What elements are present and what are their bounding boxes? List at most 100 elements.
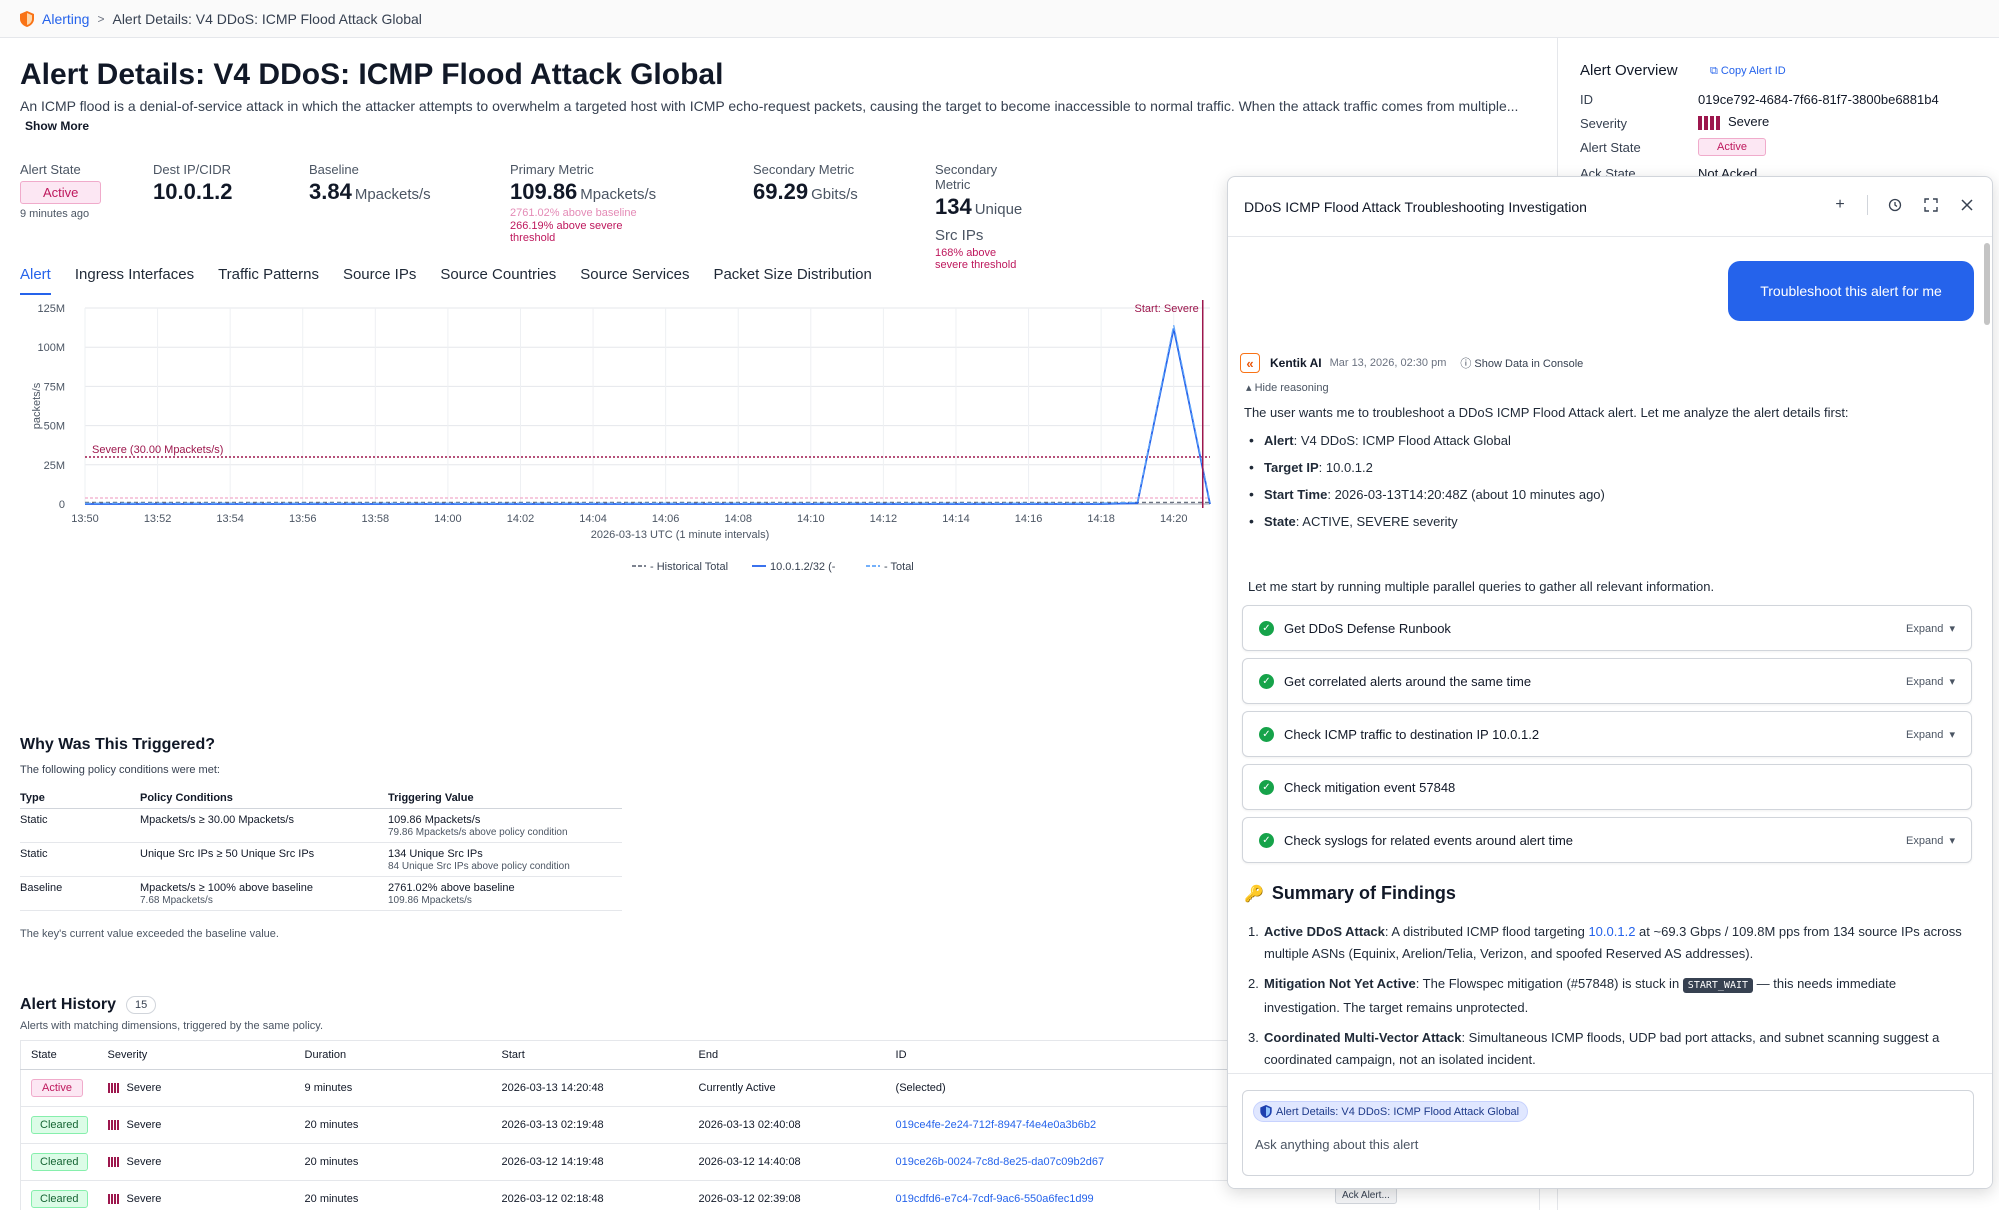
findings-list: 1. Active DDoS Attack: A distributed ICMP… — [1244, 921, 1974, 1073]
start-marker-label: Start: Severe — [1135, 303, 1199, 315]
reasoning-intro: The user wants me to troubleshoot a DDoS… — [1244, 405, 1849, 420]
column-header: Start — [491, 1040, 689, 1070]
severity-cell: Severe — [97, 1143, 295, 1181]
reasoning-outro: Let me start by running multiple paralle… — [1248, 579, 1715, 594]
table-row: Static Unique Src IPs ≥ 50 Unique Src IP… — [20, 842, 622, 877]
severity-cell: Severe — [97, 1106, 295, 1144]
expand-icon[interactable] — [1922, 196, 1940, 214]
tool-step[interactable]: ✓ Check ICMP traffic to destination IP 1… — [1242, 711, 1972, 757]
x-tick-label: 13:58 — [362, 513, 390, 525]
tab-source-ips[interactable]: Source IPs — [342, 266, 417, 283]
chevron-down-icon: ▾ — [1943, 622, 1955, 635]
table-header-row: Type Policy Conditions Triggering Value — [20, 788, 622, 809]
context-chip[interactable]: Alert Details: V4 DDoS: ICMP Flood Attac… — [1253, 1101, 1529, 1122]
table-row[interactable]: Cleared Severe 20 minutes 2026-03-12 14:… — [20, 1143, 1540, 1181]
status-badge: Cleared — [31, 1153, 88, 1171]
conversation-area[interactable]: Troubleshoot this alert for me « Kentik … — [1228, 237, 1992, 1073]
finding-text: at ~69.3 Gbps / 109.8M pps from 134 sour… — [1264, 924, 1962, 961]
chevron-down-icon: ▾ — [1943, 834, 1955, 847]
policy-condition: Mpackets/s ≥ 30.00 Mpackets/s — [140, 808, 388, 843]
condition-subtext: 7.68 Mpackets/s — [140, 895, 213, 906]
tab-traffic-patterns[interactable]: Traffic Patterns — [218, 266, 319, 283]
page-title: Alert Details: V4 DDoS: ICMP Flood Attac… — [20, 58, 724, 91]
overview-state-label: Alert State — [1580, 140, 1641, 155]
hide-reasoning-toggle[interactable]: ▴ Hide reasoning — [1246, 381, 1329, 394]
metric-label: Secondary Metric — [753, 162, 855, 177]
overview-severity-label: Severity — [1580, 116, 1627, 131]
x-tick-label: 14:06 — [652, 513, 680, 525]
metric-baseline: Baseline 3.84 Mpackets/s — [309, 162, 431, 205]
y-tick-label: 75M — [44, 381, 65, 393]
metric-alert-state: Alert State Active 9 minutes ago — [20, 162, 102, 220]
metric-unit: Unique Src IPs — [935, 201, 1023, 244]
duration-cell: 20 minutes — [294, 1106, 492, 1144]
target-ip-link[interactable]: 10.0.1.2 — [1588, 924, 1636, 939]
item-value: : 2026-03-13T14:20:48Z (about 10 minutes… — [1327, 487, 1605, 502]
table-row[interactable]: Cleared Severe 20 minutes 2026-03-13 02:… — [20, 1106, 1540, 1144]
y-tick-label: 125M — [37, 303, 65, 315]
list-item: 3. Coordinated Multi-Vector Attack: Simul… — [1244, 1027, 1974, 1071]
breadcrumb-alerting-link[interactable]: Alerting — [42, 10, 90, 27]
column-header: End — [688, 1040, 886, 1070]
step-label: Check syslogs for related events around … — [1284, 832, 1574, 848]
tab-packet-size-distribution[interactable]: Packet Size Distribution — [713, 266, 872, 283]
alert-id-link[interactable]: 019ce4fe-2e24-712f-8947-f4e4e0a3b6b2 — [895, 1119, 1097, 1131]
metric-label: Dest IP/CIDR — [153, 162, 232, 177]
step-expand-toggle[interactable]: Expand ▾ — [1906, 622, 1955, 635]
alert-overview-title: Alert Overview — [1580, 62, 1678, 79]
tool-step[interactable]: ✓ Check syslogs for related events aroun… — [1242, 817, 1972, 863]
alert-id-link[interactable]: 019cdfd6-e7c4-7cdf-9ac6-550a6fec1d99 — [895, 1193, 1094, 1205]
step-expand-toggle[interactable]: Expand ▾ — [1906, 675, 1955, 688]
step-label: Get DDoS Defense Runbook — [1284, 620, 1451, 636]
step-expand-toggle[interactable]: Expand ▾ — [1906, 728, 1955, 741]
ai-timestamp: Mar 13, 2026, 02:30 pm — [1329, 357, 1447, 369]
tool-step[interactable]: ✓ Get correlated alerts around the same … — [1242, 658, 1972, 704]
history-icon[interactable] — [1886, 196, 1904, 214]
breadcrumb-current: Alert Details: V4 DDoS: ICMP Flood Attac… — [112, 10, 422, 27]
x-tick-label: 13:56 — [289, 513, 317, 525]
tab-ingress-interfaces[interactable]: Ingress Interfaces — [74, 266, 195, 283]
show-more-link[interactable]: Show More — [25, 119, 90, 133]
chevron-right-icon: > — [97, 11, 105, 26]
chevron-up-icon: ▴ — [1246, 382, 1255, 394]
table-row[interactable]: Cleared Severe 20 minutes 2026-03-12 02:… — [20, 1180, 1540, 1210]
alert-id-link[interactable]: 019ce26b-0024-7c8d-8e25-da07c09b2d67 — [895, 1156, 1105, 1168]
tab-alert[interactable]: Alert — [20, 266, 51, 295]
ack-alert-button[interactable]: Ack Alert... — [1335, 1187, 1397, 1204]
value-subtext: 84 Unique Src IPs above policy condition — [388, 861, 570, 872]
x-tick-label: 14:20 — [1160, 513, 1188, 525]
y-tick-label: 100M — [37, 342, 65, 354]
severity-bars-icon — [107, 1157, 119, 1168]
scrollbar-thumb[interactable] — [1984, 243, 1990, 325]
list-item: State: ACTIVE, SEVERE severity — [1244, 513, 1605, 529]
overview-id-label: ID — [1580, 92, 1593, 107]
expand-label: Expand — [1906, 675, 1944, 688]
chat-input-box[interactable]: Alert Details: V4 DDoS: ICMP Flood Attac… — [1242, 1090, 1974, 1176]
table-row: Static Mpackets/s ≥ 30.00 Mpackets/s 109… — [20, 808, 622, 843]
x-tick-label: 14:02 — [507, 513, 535, 525]
copy-alert-id-button[interactable]: ⧉ Copy Alert ID — [1710, 65, 1786, 78]
show-data-console-button[interactable]: ⓘ Show Data in Console — [1460, 355, 1583, 371]
overview-severity-value: Severe — [1698, 114, 1769, 130]
status-badge: Active — [31, 1079, 83, 1097]
tool-step[interactable]: ✓ Check mitigation event 57848 — [1242, 764, 1972, 810]
finding-text: : A distributed ICMP flood targeting — [1384, 924, 1589, 939]
tab-source-services[interactable]: Source Services — [580, 266, 690, 283]
tool-step[interactable]: ✓ Get DDoS Defense Runbook Expand ▾ — [1242, 605, 1972, 651]
duration-cell: 20 minutes — [294, 1143, 492, 1181]
list-item: Alert: V4 DDoS: ICMP Flood Attack Global — [1244, 432, 1605, 448]
x-tick-label: 13:54 — [216, 513, 244, 525]
plus-icon[interactable]: + — [1835, 196, 1845, 213]
item-value: : ACTIVE, SEVERE severity — [1295, 514, 1458, 529]
x-tick-label: 14:08 — [724, 513, 752, 525]
tab-source-countries[interactable]: Source Countries — [440, 266, 557, 283]
metric-number: 3.84 — [309, 179, 352, 204]
check-circle-icon: ✓ — [1259, 779, 1274, 795]
close-icon[interactable] — [1958, 196, 1976, 214]
panel-title: DDoS ICMP Flood Attack Troubleshooting I… — [1244, 199, 1587, 215]
step-expand-toggle[interactable]: Expand ▾ — [1906, 834, 1955, 847]
item-value: : V4 DDoS: ICMP Flood Attack Global — [1293, 433, 1511, 448]
duration-cell: 20 minutes — [294, 1180, 492, 1210]
chat-input[interactable] — [1255, 1137, 1955, 1152]
legend-entry: - Historical Total — [650, 561, 728, 573]
